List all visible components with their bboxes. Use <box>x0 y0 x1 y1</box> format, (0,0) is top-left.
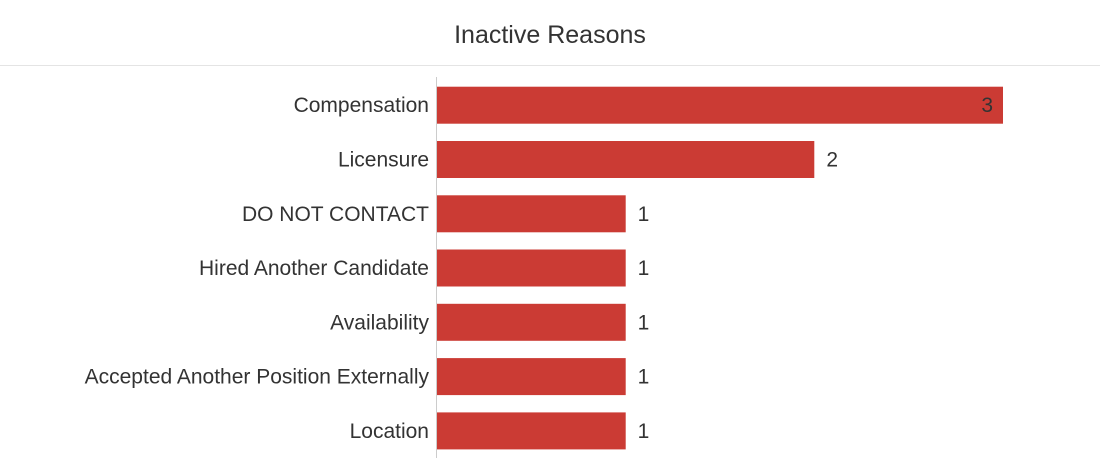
value-labels-group: 3 2 1 1 1 1 1 <box>638 94 993 443</box>
category-label: Availability <box>330 311 429 334</box>
bar <box>437 249 626 287</box>
value-label: 1 <box>638 420 650 443</box>
category-label: Compensation <box>294 94 429 117</box>
value-label: 1 <box>638 257 650 280</box>
bar <box>437 86 1003 124</box>
category-label: Licensure <box>338 148 429 171</box>
chart-header: Inactive Reasons <box>0 0 1100 66</box>
value-label: 3 <box>981 94 993 117</box>
value-label: 1 <box>638 366 650 389</box>
bar <box>437 303 626 341</box>
chart-title: Inactive Reasons <box>454 21 646 49</box>
category-label: Accepted Another Position Externally <box>85 366 430 389</box>
bar <box>437 141 815 178</box>
value-label: 1 <box>638 203 650 226</box>
category-label: Hired Another Candidate <box>199 257 429 280</box>
value-label: 2 <box>826 148 838 171</box>
category-labels-group: Compensation Licensure DO NOT CONTACT Hired… <box>85 94 430 443</box>
bar <box>437 195 626 233</box>
value-label: 1 <box>638 311 650 334</box>
bars-group <box>437 86 1003 450</box>
category-label: Location <box>350 420 429 443</box>
bar <box>437 358 626 396</box>
bar <box>437 412 626 450</box>
category-label: DO NOT CONTACT <box>242 203 429 226</box>
